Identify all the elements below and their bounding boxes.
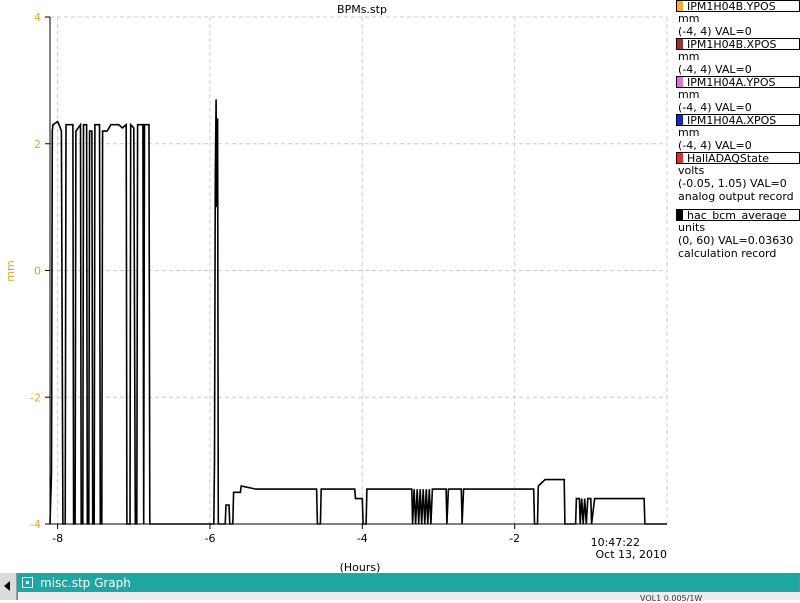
legend-item-range: (-0.05, 1.05) VAL=0 [678, 177, 787, 190]
time-readout: 10:47:22 [591, 536, 640, 549]
legend-item-range: (-4, 4) VAL=0 [678, 139, 752, 152]
legend-color-swatch [677, 115, 683, 125]
legend-color-swatch [677, 210, 683, 220]
y-axis-label: mm [4, 260, 17, 281]
legend-color-swatch [677, 153, 683, 163]
legend-item-note: analog output record [678, 190, 794, 203]
y-tick-label: 4 [34, 11, 41, 24]
legend-item-name[interactable]: IPM1H04A.YPOS [676, 76, 800, 88]
series-line-hac_bcm_average [49, 99, 667, 525]
legend-item-range: (-4, 4) VAL=0 [678, 25, 752, 38]
chart-grid [50, 16, 668, 524]
y-tick-label: -2 [30, 391, 41, 404]
legend-item-name[interactable]: IPM1H04B.YPOS [676, 0, 800, 12]
legend-panel: IPM1H04B.YPOS mm (-4, 4) VAL=0 IPM1H04B.XPO… [672, 0, 800, 270]
legend-item-range: (0, 60) VAL=0.03630 [678, 234, 794, 247]
chart-series [49, 99, 667, 525]
date-readout: Oct 13, 2010 [596, 548, 668, 561]
legend-item-name[interactable]: IPM1H04B.XPOS [676, 38, 800, 50]
legend-item-name[interactable]: HallADAQState [676, 152, 800, 164]
x-tick-label: -6 [204, 532, 215, 545]
legend-color-swatch [677, 39, 683, 49]
legend-item-unit: mm [678, 126, 700, 139]
legend-item-label: HallADAQState [687, 152, 770, 164]
chart-title: BPMs.stp [337, 3, 387, 16]
y-tick-label: -4 [30, 518, 41, 531]
legend-item-name[interactable]: IPM1H04A.XPOS [676, 114, 800, 126]
legend-item-range: (-4, 4) VAL=0 [678, 101, 752, 114]
y-tick-label: 2 [34, 138, 41, 151]
legend-item-unit: volts [678, 164, 705, 177]
legend-item-range: (-4, 4) VAL=0 [678, 63, 752, 76]
legend-item-label: IPM1H04B.XPOS [687, 38, 777, 50]
legend-item-label: hac_bcm_average [687, 209, 787, 221]
window-tab-title: misc.stp Graph [40, 576, 131, 590]
legend-item-label: IPM1H04A.XPOS [687, 114, 777, 126]
window-icon [22, 577, 33, 588]
status-text: VOL1 0.005/1W [640, 594, 703, 603]
arrow-left-icon [4, 581, 10, 591]
window-tab[interactable] [18, 574, 798, 592]
legend-color-swatch [677, 77, 683, 87]
legend-item-unit: mm [678, 50, 700, 63]
legend-color-swatch [677, 1, 683, 11]
legend-item-name[interactable]: hac_bcm_average [676, 209, 800, 221]
taskbar-scroll-left-button[interactable] [0, 573, 17, 600]
legend-item-unit: mm [678, 12, 700, 25]
y-tick-label: 0 [34, 265, 41, 278]
legend-item-unit: units [678, 221, 706, 234]
bottom-strip [18, 592, 800, 600]
x-tick-label: -2 [509, 532, 520, 545]
legend-item-unit: mm [678, 88, 700, 101]
chart-ticks: -8 -6 -4 -2 4 2 0 -2 -4 [30, 11, 520, 545]
legend-item-label: IPM1H04A.YPOS [687, 76, 776, 88]
x-tick-label: -8 [52, 532, 63, 545]
x-axis-label: (Hours) [340, 561, 381, 574]
legend-item-note: calculation record [678, 247, 777, 260]
x-tick-label: -4 [357, 532, 368, 545]
legend-item-label: IPM1H04B.YPOS [687, 0, 776, 12]
